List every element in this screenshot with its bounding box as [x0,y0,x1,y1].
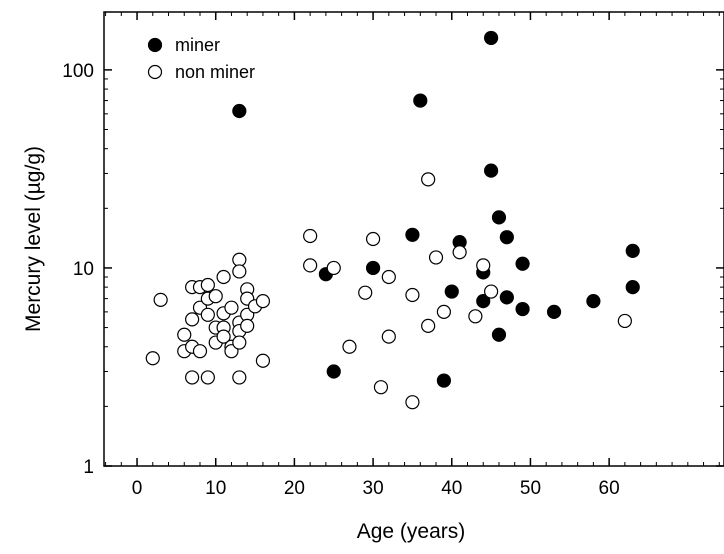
y-axis-label: Mercury level (µg/g) [22,146,45,332]
x-tick-label: 40 [441,478,462,499]
point [491,210,507,225]
point [192,344,208,359]
point [208,289,223,304]
point [421,318,436,333]
point [515,301,530,317]
point [216,329,231,344]
point [232,264,247,279]
point [476,294,491,309]
point [421,172,436,187]
point [436,373,451,388]
legend-marker [147,37,163,53]
point [200,370,215,385]
point [303,258,318,273]
legend-label: non miner [175,62,255,82]
plot-frame [103,11,724,467]
point [405,287,420,303]
point [153,292,168,307]
x-tick-label: 0 [132,478,143,499]
point [240,318,255,333]
point [232,335,247,350]
point [491,327,507,342]
point [499,290,514,305]
point [365,231,381,247]
point [303,228,318,244]
y-tick-label: 1 [83,457,94,478]
x-tick-label: 10 [205,478,226,499]
point [452,245,467,260]
point [617,313,632,329]
x-axis-label: Age (years) [357,520,466,543]
point [145,351,160,366]
x-tick-label: 20 [284,478,305,499]
point [216,269,231,285]
point [358,285,373,300]
point [405,395,420,410]
x-tick-label: 30 [363,478,384,499]
point [405,227,420,242]
point [232,370,247,385]
point [255,294,271,309]
point [381,269,396,285]
point [365,260,381,276]
point [342,339,357,354]
point [625,280,640,295]
point [224,300,239,315]
point [200,277,215,293]
point [326,364,341,379]
point [373,380,389,395]
point [499,230,514,245]
point [484,284,499,299]
point [625,243,640,258]
y-tick-label: 100 [62,61,94,82]
point [232,103,247,119]
point [255,353,271,368]
point [468,309,483,324]
x-tick-label: 60 [599,478,620,499]
point [484,30,499,46]
x-tick-label: 50 [520,478,541,499]
point [185,370,200,385]
point [177,327,192,342]
point [326,260,341,276]
point [476,258,491,273]
point [381,329,396,344]
legend-label: miner [175,35,220,55]
point [515,256,530,271]
point [428,250,444,265]
point [444,284,459,299]
y-tick-label: 10 [73,259,94,280]
legend-marker [147,64,163,80]
point [413,93,428,108]
point [484,163,499,178]
point [436,304,451,319]
point [546,304,562,319]
point [586,294,601,309]
point [200,307,215,322]
point [185,312,200,327]
point [232,252,247,267]
